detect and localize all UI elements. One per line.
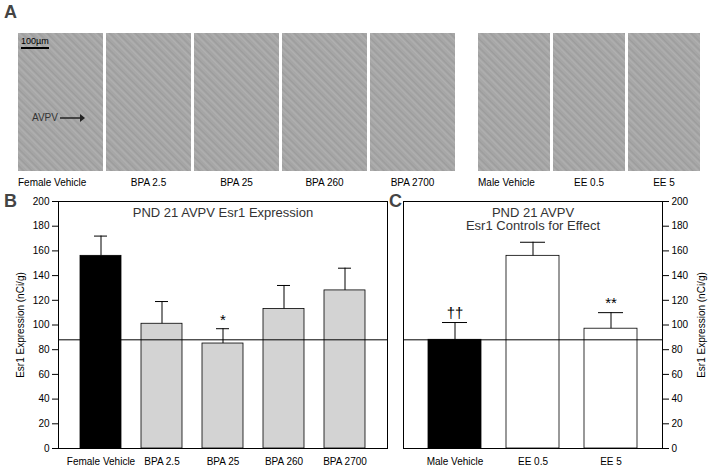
svg-text:PND 21 AVPVEsr1 Controls for E: PND 21 AVPVEsr1 Controls for Effect <box>466 205 601 233</box>
html-text:BPA 25: BPA 25 <box>220 177 253 188</box>
svg-text:120: 120 <box>672 295 689 306</box>
svg-text:100: 100 <box>672 319 689 330</box>
html-text:Male Vehicle: Male Vehicle <box>478 177 535 188</box>
svg-text:BPA 2700: BPA 2700 <box>323 456 367 467</box>
svg-text:80: 80 <box>38 344 50 355</box>
svg-text:160: 160 <box>672 245 689 256</box>
svg-text:140: 140 <box>672 270 689 281</box>
svg-text:100: 100 <box>33 319 50 330</box>
svg-text:200: 200 <box>672 196 689 207</box>
svg-text:††: †† <box>447 304 464 321</box>
svg-text:200: 200 <box>33 196 50 207</box>
svg-text:60: 60 <box>672 369 684 380</box>
html-text:A: A <box>4 2 17 22</box>
svg-text:80: 80 <box>672 344 684 355</box>
html-text:BPA 2.5: BPA 2.5 <box>130 177 167 188</box>
svg-text:20: 20 <box>38 418 50 429</box>
svg-text:Esr1 Expression (nCi/g): Esr1 Expression (nCi/g) <box>696 272 707 378</box>
svg-text:*: * <box>220 311 226 328</box>
svg-text:160: 160 <box>33 245 50 256</box>
html-text:Female Vehicle: Female Vehicle <box>18 177 87 188</box>
svg-text:BPA 25: BPA 25 <box>207 456 240 467</box>
html-text:B: B <box>4 191 17 211</box>
svg-text:**: ** <box>605 294 617 311</box>
svg-text:Esr1 Expression (nCi/g): Esr1 Expression (nCi/g) <box>15 272 26 378</box>
svg-text:0: 0 <box>672 443 678 454</box>
svg-text:PND 21 AVPV Esr1 Expression: PND 21 AVPV Esr1 Expression <box>133 205 313 220</box>
svg-text:BPA 2.5: BPA 2.5 <box>144 456 180 467</box>
svg-text:180: 180 <box>33 220 50 231</box>
svg-text:140: 140 <box>33 270 50 281</box>
svg-text:40: 40 <box>38 393 50 404</box>
svg-text:40: 40 <box>672 393 684 404</box>
svg-text:BPA 260: BPA 260 <box>265 456 304 467</box>
svg-text:EE 5: EE 5 <box>600 456 622 467</box>
svg-text:Female Vehicle: Female Vehicle <box>67 456 136 467</box>
html-text:100µm: 100µm <box>21 36 49 46</box>
svg-text:180: 180 <box>672 220 689 231</box>
svg-text:Male Vehicle: Male Vehicle <box>427 456 484 467</box>
html-text:BPA 2700: BPA 2700 <box>390 177 435 188</box>
html-text:AVPV: AVPV <box>32 112 58 123</box>
svg-text:120: 120 <box>33 295 50 306</box>
svg-text:60: 60 <box>38 369 50 380</box>
html-text:EE 0.5: EE 0.5 <box>574 177 604 188</box>
html-text:EE 5: EE 5 <box>653 177 675 188</box>
html-text:C: C <box>389 191 402 211</box>
svg-text:0: 0 <box>44 443 50 454</box>
svg-text:EE 0.5: EE 0.5 <box>518 456 548 467</box>
svg-text:20: 20 <box>672 418 684 429</box>
html-text:BPA 260: BPA 260 <box>305 177 344 188</box>
